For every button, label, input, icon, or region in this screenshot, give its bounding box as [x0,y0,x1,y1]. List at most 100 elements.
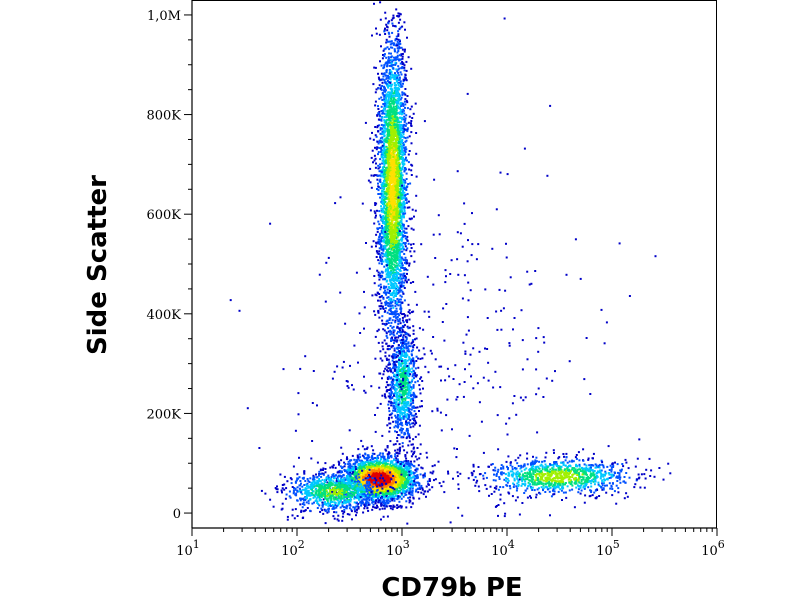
event-point [382,477,384,480]
event-point [382,456,385,459]
event-point [387,230,389,232]
event-point [402,415,405,418]
event-point [403,397,405,400]
event-point [399,346,402,349]
event-point [341,519,344,522]
event-point [351,479,353,482]
event-point [408,368,411,371]
event-point [318,473,321,475]
event-point [406,385,409,388]
event-point [327,502,329,504]
event-point [361,471,364,474]
event-point [377,457,380,460]
event-point [313,484,316,487]
event-point [410,67,413,70]
event-point [295,492,298,495]
event-point [373,452,376,455]
event-point [405,480,408,482]
event-point [332,487,335,490]
event-point [414,396,417,399]
event-point [422,347,425,350]
event-point [363,495,366,498]
event-point [396,385,399,388]
event-point [326,511,329,514]
event-point [414,455,417,458]
event-point [394,319,397,322]
event-point [264,492,267,495]
event-point [315,499,318,502]
event-point [380,455,383,458]
event-point [385,482,388,485]
event-point [387,213,390,216]
event-point [348,480,351,483]
event-point [358,463,361,466]
event-point [350,470,353,472]
event-point [404,379,407,382]
event-point [409,469,412,472]
event-point [337,494,340,497]
event-point [332,477,335,480]
event-point [347,463,350,466]
event-point [407,483,410,486]
event-point [391,473,394,476]
event-point [375,32,378,35]
event-point [334,501,337,504]
event-point [392,353,395,356]
event-point [414,381,417,384]
event-point [332,492,335,495]
event-point [307,499,310,502]
event-point [378,124,381,127]
event-point [408,345,411,347]
event-point [412,365,415,368]
event-point [361,480,364,483]
event-point [409,345,412,348]
event-point [320,496,323,498]
event-point [411,472,413,474]
event-point [409,403,412,406]
event-point [341,475,344,478]
event-point [395,401,398,404]
event-point [398,486,401,489]
event-point [417,366,420,369]
event-point [392,479,395,482]
event-point [414,406,417,409]
event-point [314,495,316,498]
event-point [377,108,380,110]
event-point [391,381,394,384]
event-point [378,79,381,82]
event-point [382,493,385,496]
event-point [380,504,383,507]
event-point [400,435,403,438]
event-point [315,497,318,500]
event-point [337,496,340,499]
event-point [382,496,385,499]
event-point [381,497,383,500]
event-point [326,494,328,497]
event-point [383,503,386,506]
event-point [394,424,397,427]
event-point [372,498,375,501]
event-point [281,491,283,494]
event-point [422,387,424,390]
event-point [347,495,350,498]
event-point [353,483,356,486]
event-point [394,44,397,47]
event-point [422,474,425,477]
event-point [401,393,404,396]
event-point [355,461,358,464]
event-point [377,470,380,473]
event-point [407,496,410,499]
event-point [321,482,323,485]
event-point [402,336,404,339]
event-point [360,476,363,479]
event-point [388,410,391,413]
event-point [402,401,405,404]
event-point [402,344,404,347]
event-point [399,71,402,74]
event-point [411,491,414,494]
event-point [408,499,411,502]
event-point [379,127,382,130]
event-point [335,489,338,492]
event-point [396,393,398,396]
event-point [353,496,356,499]
